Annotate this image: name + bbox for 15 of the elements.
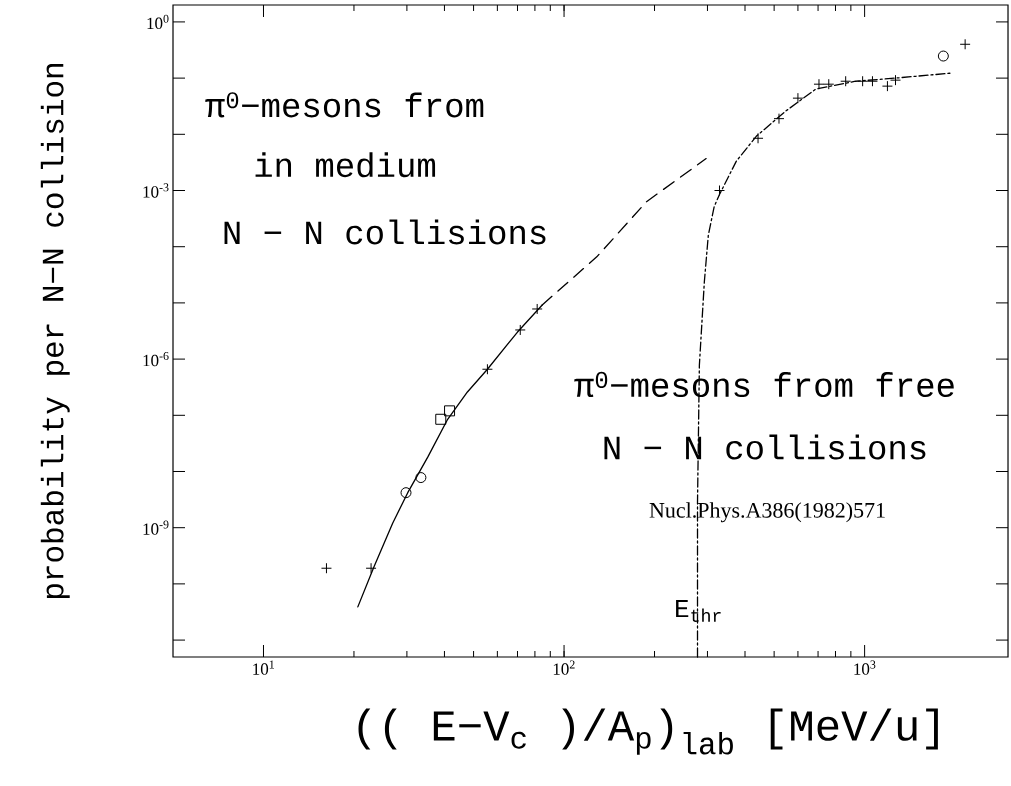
y-axis-title: probability per N−N collision [40,64,70,599]
annotation: π$^{0}$−mesons from free [574,371,954,398]
annotation: N − N collisions [604,434,926,460]
annotation: E$_{thr}$ [676,599,721,622]
y-tick-label: 10$^{-3}$ [143,183,169,198]
x-tick-label: 10$^{3}$ [854,660,876,675]
annotation: π$^{0}$−mesons from [205,92,484,118]
annotation: in medium [255,152,436,178]
y-tick-label: 10$^{-6}$ [143,351,169,367]
annotation: N − N collisions [224,219,546,245]
x-tick-label: 10$^{2}$ [553,660,575,675]
text: (( E−V$_{c}$ )/A$_{p}$)$_{lab}$ [MeV/u] [358,708,938,755]
x-tick-label: 10$^{1}$ [253,660,274,675]
y-tick-label: 10$^{0}$ [147,14,169,30]
y-tick-label: 10$^{-9}$ [143,520,169,535]
